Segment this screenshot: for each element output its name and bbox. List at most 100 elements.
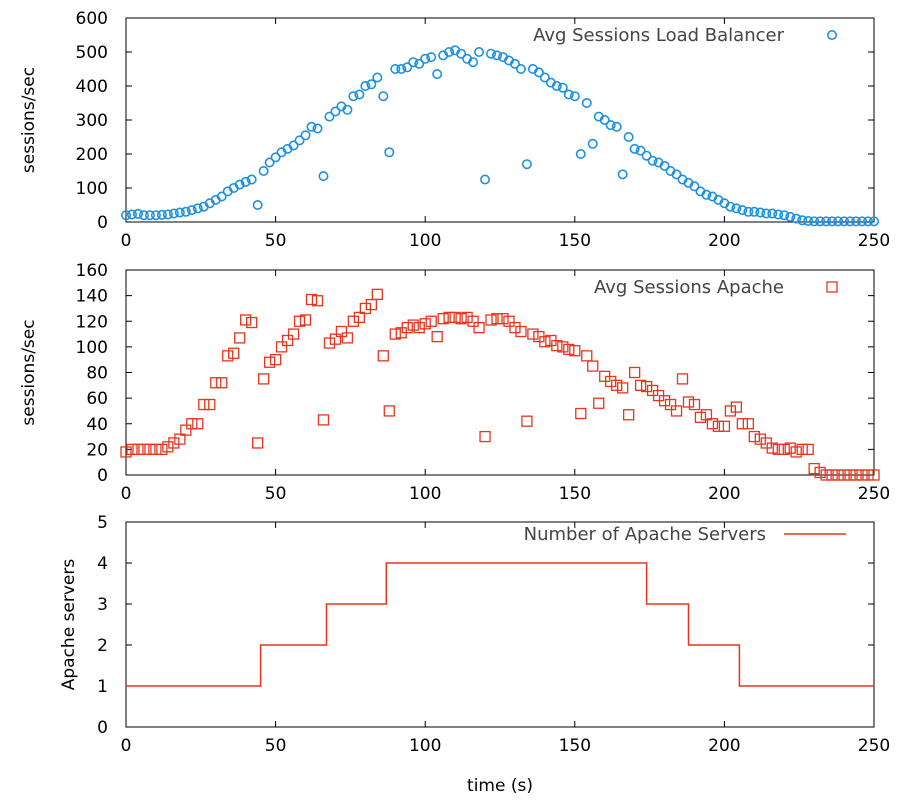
data-point bbox=[779, 210, 790, 221]
data-point bbox=[838, 469, 850, 481]
data-point bbox=[324, 111, 335, 122]
data-point bbox=[640, 380, 653, 393]
data-point bbox=[174, 207, 185, 218]
data-point bbox=[647, 155, 658, 166]
data-point bbox=[251, 437, 264, 449]
data-point bbox=[468, 57, 479, 68]
data-point bbox=[234, 332, 246, 344]
x-tick-label: 200 bbox=[708, 231, 740, 251]
data-point bbox=[682, 396, 695, 408]
data-point bbox=[186, 205, 197, 216]
x-tick-label: 250 bbox=[858, 231, 890, 251]
data-point bbox=[737, 205, 748, 216]
y-axis-title: sessions/sec bbox=[19, 319, 39, 425]
data-point bbox=[551, 339, 563, 352]
data-point bbox=[826, 469, 838, 481]
data-point bbox=[121, 210, 132, 221]
data-point bbox=[515, 64, 526, 75]
x-tick-label: 50 bbox=[265, 736, 287, 756]
data-point bbox=[168, 437, 180, 449]
data-point bbox=[389, 328, 401, 340]
data-point bbox=[521, 159, 532, 170]
data-point bbox=[305, 293, 318, 306]
x-tick-label: 150 bbox=[559, 736, 591, 756]
y-tick-label: 160 bbox=[76, 261, 108, 281]
x-tick-label: 100 bbox=[409, 484, 441, 504]
data-point bbox=[623, 409, 635, 421]
y-tick-label: 600 bbox=[76, 9, 108, 29]
data-point bbox=[317, 414, 330, 426]
data-point bbox=[796, 443, 808, 456]
data-point bbox=[222, 350, 234, 362]
data-point bbox=[138, 210, 149, 221]
data-point bbox=[581, 98, 592, 109]
data-point bbox=[258, 166, 269, 177]
data-point bbox=[150, 443, 162, 456]
data-point bbox=[509, 58, 520, 69]
series-1 bbox=[120, 288, 880, 481]
data-point bbox=[749, 206, 760, 217]
data-point bbox=[671, 169, 682, 180]
data-point bbox=[306, 121, 317, 132]
data-point bbox=[293, 315, 306, 327]
data-point bbox=[467, 315, 479, 327]
data-point bbox=[420, 53, 431, 64]
data-point bbox=[401, 322, 413, 334]
data-point bbox=[425, 315, 437, 327]
data-point bbox=[216, 191, 227, 202]
data-point bbox=[366, 79, 377, 90]
legend-label: Avg Sessions Apache bbox=[594, 277, 784, 298]
data-point bbox=[701, 189, 712, 200]
data-point bbox=[150, 210, 161, 221]
data-point bbox=[797, 215, 808, 226]
data-point bbox=[557, 82, 568, 93]
data-point bbox=[694, 411, 707, 423]
data-point bbox=[396, 64, 407, 75]
data-point bbox=[628, 366, 641, 379]
data-point bbox=[216, 377, 228, 389]
data-point bbox=[204, 398, 216, 411]
data-point bbox=[689, 181, 700, 192]
y-tick-label: 60 bbox=[86, 389, 108, 409]
data-point bbox=[575, 407, 587, 420]
data-point bbox=[730, 401, 743, 413]
data-point bbox=[635, 145, 646, 156]
data-point bbox=[593, 397, 605, 409]
data-point bbox=[348, 91, 359, 102]
y-tick-label: 0 bbox=[97, 213, 108, 233]
data-point bbox=[551, 81, 562, 92]
x-tick-label: 100 bbox=[409, 231, 441, 251]
data-point bbox=[658, 395, 671, 407]
data-point bbox=[402, 62, 413, 73]
data-point bbox=[174, 433, 186, 445]
data-point bbox=[641, 150, 652, 161]
data-point bbox=[126, 443, 138, 456]
plot-frame bbox=[125, 17, 875, 223]
data-point bbox=[688, 398, 701, 411]
y-tick-label: 40 bbox=[86, 415, 108, 435]
data-point bbox=[784, 442, 796, 454]
data-point bbox=[605, 375, 617, 388]
y-tick-label: 0 bbox=[97, 466, 108, 486]
x-tick-label: 0 bbox=[121, 736, 132, 756]
data-point bbox=[419, 318, 431, 330]
data-point bbox=[743, 206, 754, 217]
data-point bbox=[533, 67, 544, 78]
data-point bbox=[539, 336, 551, 348]
data-point bbox=[186, 418, 198, 430]
data-point bbox=[378, 91, 389, 102]
data-point bbox=[341, 332, 354, 344]
data-point bbox=[246, 316, 258, 329]
data-point bbox=[312, 123, 323, 134]
data-point bbox=[281, 334, 294, 347]
data-point bbox=[390, 64, 401, 75]
data-point bbox=[192, 203, 203, 214]
x-tick-label: 0 bbox=[121, 484, 132, 504]
data-point bbox=[432, 69, 443, 80]
data-point bbox=[372, 72, 383, 83]
data-point bbox=[240, 176, 251, 187]
data-point bbox=[126, 209, 137, 220]
data-point bbox=[329, 333, 342, 345]
data-point bbox=[575, 149, 586, 160]
y-tick-label: 300 bbox=[76, 111, 108, 131]
